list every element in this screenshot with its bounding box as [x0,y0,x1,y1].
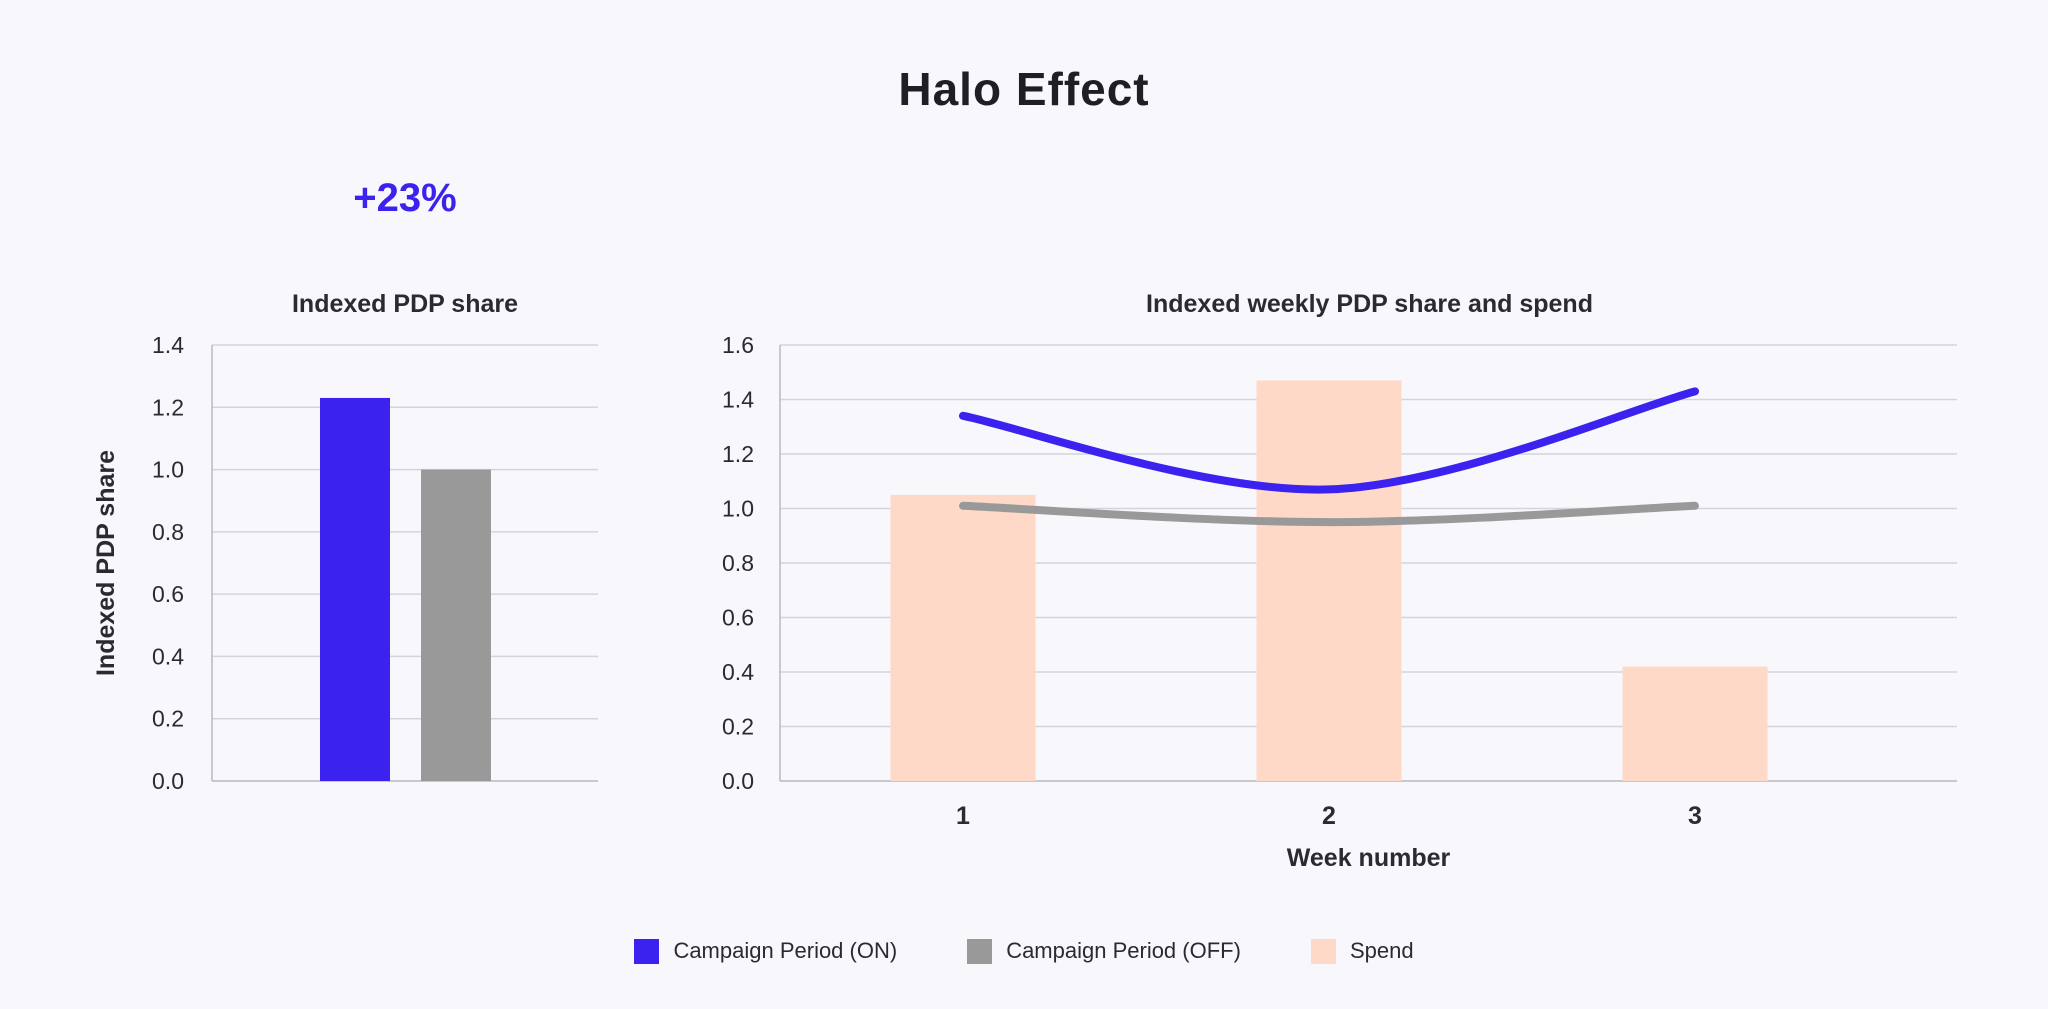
spend-bar-week-2 [1256,380,1402,781]
right-x-axis-label: Week number [1287,844,1451,872]
right-y-tick-label: 0.0 [722,768,754,794]
x-tick-label-week-2: 2 [1322,802,1336,830]
right-y-tick-label: 0.4 [722,659,754,685]
left-y-tick-label: 0.0 [152,768,184,794]
line-campaign-off [959,501,1699,527]
right-y-tick-label: 1.2 [722,441,754,467]
right-y-tick-label: 0.6 [722,605,754,631]
left-y-tick-label: 1.4 [152,332,184,358]
right-y-tick-label: 0.2 [722,714,754,740]
right-chart-title: Indexed weekly PDP share and spend [1146,290,1593,318]
left-y-tick-label: 0.6 [152,581,184,607]
left-y-tick-label: 0.8 [152,519,184,545]
legend-item-off: Campaign Period (OFF) [967,938,1241,964]
right-y-tick-label: 1.6 [722,332,754,358]
spend-bar-week-1 [890,494,1036,781]
page-title: Halo Effect [898,63,1150,115]
left-y-tick-label: 1.0 [152,457,184,483]
left-bar-on [320,397,390,781]
line-campaign-on [959,387,1699,494]
left-chart: Indexed PDP share 0.0 0.2 0.4 0.6 0.8 1.0 1.2 1.… [92,290,598,794]
legend-swatch-spend [1310,938,1336,964]
left-y-tick-label: 0.4 [152,643,184,669]
legend-label-off: Campaign Period (OFF) [1006,938,1241,963]
legend-label-on: Campaign Period (ON) [673,938,898,963]
left-bar-off [421,469,491,781]
spend-bar-week-3 [1622,666,1768,781]
right-chart: Indexed weekly PDP share and spend 0.0 0.2… [722,290,1957,872]
left-chart-title: Indexed PDP share [292,290,518,318]
legend: Campaign Period (ON) Campaign Period (OF… [0,938,2048,964]
lift-label: +23% [353,176,457,220]
right-y-tick-label: 0.8 [722,550,754,576]
left-y-tick-label: 1.2 [152,394,184,420]
right-y-tick-label: 1.0 [722,496,754,522]
legend-label-spend: Spend [1349,938,1414,963]
legend-swatch-on [634,938,660,964]
legend-swatch-off [967,938,993,964]
left-y-axis-label: Indexed PDP share [92,450,120,676]
legend-item-on: Campaign Period (ON) [634,938,897,964]
x-tick-label-week-3: 3 [1688,802,1702,830]
x-tick-label-week-1: 1 [956,802,970,830]
left-y-tick-label: 0.2 [152,706,184,732]
legend-item-spend: Spend [1310,938,1414,964]
right-y-tick-label: 1.4 [722,387,754,413]
